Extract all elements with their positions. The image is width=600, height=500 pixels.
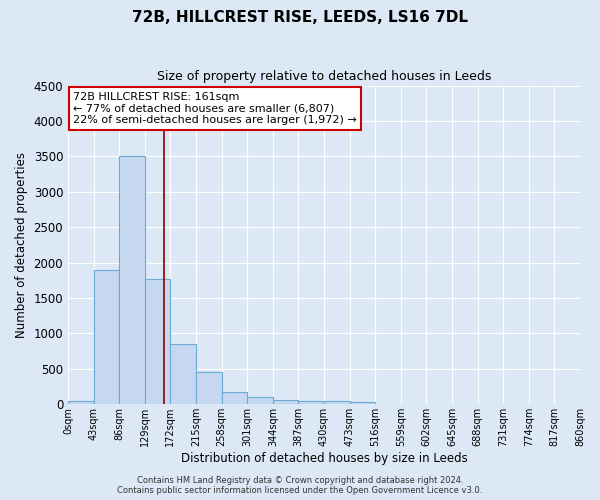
Text: Contains HM Land Registry data © Crown copyright and database right 2024.
Contai: Contains HM Land Registry data © Crown c… — [118, 476, 482, 495]
Bar — [221, 392, 247, 404]
Bar — [119, 156, 145, 404]
Bar — [350, 402, 375, 404]
Bar — [273, 400, 298, 404]
Y-axis label: Number of detached properties: Number of detached properties — [15, 152, 28, 338]
Bar — [196, 372, 221, 404]
X-axis label: Distribution of detached houses by size in Leeds: Distribution of detached houses by size … — [181, 452, 467, 465]
Bar — [68, 401, 94, 404]
Bar — [94, 270, 119, 404]
Bar — [298, 401, 324, 404]
Bar — [170, 344, 196, 405]
Bar — [247, 397, 273, 404]
Text: 72B HILLCREST RISE: 161sqm
← 77% of detached houses are smaller (6,807)
22% of s: 72B HILLCREST RISE: 161sqm ← 77% of deta… — [73, 92, 357, 125]
Title: Size of property relative to detached houses in Leeds: Size of property relative to detached ho… — [157, 70, 491, 83]
Bar — [324, 402, 350, 404]
Bar — [145, 279, 170, 404]
Text: 72B, HILLCREST RISE, LEEDS, LS16 7DL: 72B, HILLCREST RISE, LEEDS, LS16 7DL — [132, 10, 468, 25]
